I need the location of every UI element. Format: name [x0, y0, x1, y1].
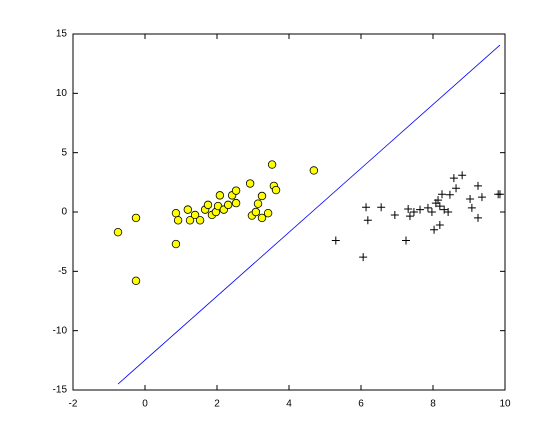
- circle-point: [271, 185, 281, 195]
- circle-point: [131, 213, 141, 223]
- circle-point: [257, 213, 267, 223]
- circle-point: [131, 276, 141, 286]
- plus-point: [416, 205, 425, 214]
- plot-frame: [72, 33, 506, 391]
- plus-point: [404, 205, 413, 214]
- plus-point: [458, 171, 467, 180]
- circle-point: [251, 207, 261, 217]
- circle-point: [171, 239, 181, 249]
- circle-point: [263, 208, 273, 218]
- plus-point: [444, 208, 453, 216]
- plus-point: [377, 203, 386, 212]
- plus-point: [362, 203, 371, 212]
- plus-point: [405, 212, 414, 221]
- plus-point: [390, 210, 399, 219]
- plus-point: [445, 190, 454, 199]
- y-tick-label: 0: [61, 207, 67, 218]
- x-tick-label: -2: [69, 399, 78, 410]
- plus-point: [359, 253, 368, 262]
- circle-point: [190, 210, 200, 220]
- circle-point: [113, 227, 123, 237]
- circle-point: [223, 200, 233, 210]
- plus-point: [452, 184, 461, 193]
- circle-point: [245, 179, 255, 188]
- plus-point: [402, 236, 410, 245]
- x-tick-label: 6: [358, 399, 364, 410]
- y-tick-label: -15: [53, 385, 68, 396]
- circle-point: [185, 216, 195, 225]
- plus-point: [449, 174, 458, 183]
- plus-point: [438, 190, 446, 199]
- x-tick-label: 10: [499, 399, 511, 410]
- x-tick-label: 8: [430, 399, 436, 410]
- boundary-line: [117, 44, 501, 385]
- plus-point: [467, 203, 476, 212]
- y-tick-label: 15: [56, 29, 68, 40]
- circle-point: [215, 191, 225, 200]
- plus-point: [434, 196, 443, 205]
- circle-point: [231, 198, 241, 208]
- plus-point: [474, 181, 482, 190]
- circle-point: [267, 160, 277, 169]
- circle-point: [195, 216, 205, 225]
- circle-point: [203, 200, 213, 210]
- plus-point: [409, 208, 418, 216]
- x-tick-label: 0: [142, 399, 148, 410]
- plus-point: [427, 208, 436, 216]
- plus-point: [474, 213, 482, 222]
- plus-point: [363, 216, 372, 225]
- circle-point: [171, 208, 181, 218]
- plus-point: [495, 190, 504, 199]
- circle-point: [183, 205, 193, 214]
- plus-point: [430, 225, 439, 234]
- circle-point: [173, 216, 183, 225]
- plus-point: [331, 236, 340, 245]
- y-tick-label: -5: [58, 266, 67, 277]
- x-tick-label: 4: [286, 399, 292, 410]
- plus-point: [477, 193, 486, 202]
- circle-point: [253, 199, 263, 208]
- circle-point: [231, 186, 241, 195]
- plus-point: [435, 221, 444, 230]
- circle-point: [257, 191, 267, 201]
- y-tick-label: 5: [61, 147, 67, 158]
- y-tick-label: -10: [53, 325, 68, 336]
- plus-point: [423, 203, 432, 212]
- circle-point: [309, 166, 319, 175]
- y-tick-label: 10: [56, 88, 68, 99]
- plus-point: [466, 194, 475, 203]
- x-tick-label: 2: [214, 399, 220, 410]
- plus-point: [435, 202, 444, 211]
